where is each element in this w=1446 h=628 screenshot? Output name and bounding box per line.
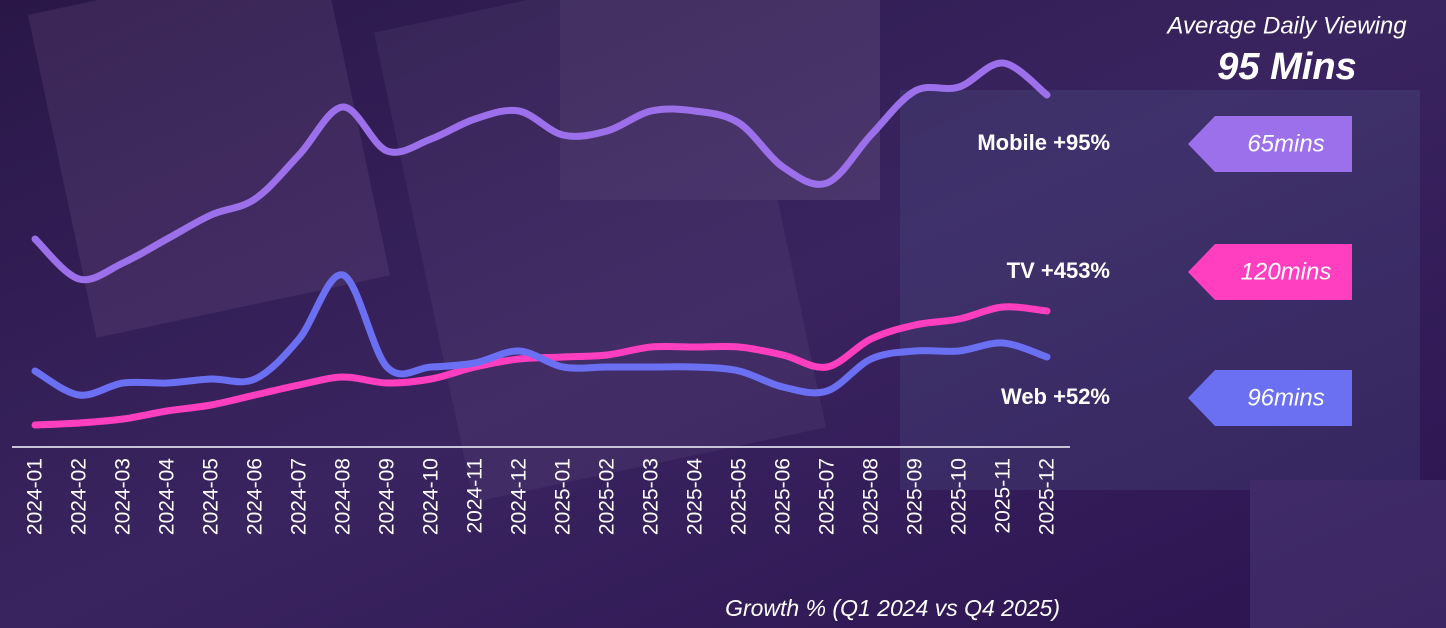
series-line: [31, 271, 1051, 399]
x-tick-label: 2024-05: [200, 458, 223, 535]
chart-subtitle: 95 Mins: [1217, 46, 1356, 88]
badge-label: 96mins: [1247, 384, 1324, 411]
x-tick-label: 2024-11: [464, 458, 487, 534]
legend-label: TV +453%: [1007, 258, 1110, 283]
x-tick-label: 2025-03: [640, 458, 663, 535]
x-tick-label: 2024-02: [68, 458, 91, 535]
chart-title: Average Daily Viewing: [1165, 12, 1407, 39]
series-line: [31, 59, 1051, 284]
legend-badge: [1188, 116, 1352, 172]
x-tick-label: 2024-12: [508, 458, 531, 535]
x-tick-label: 2025-12: [1036, 458, 1059, 535]
x-tick-label: 2025-09: [904, 458, 927, 535]
x-tick-label: 2025-10: [948, 458, 971, 535]
legend-label: Web +52%: [1001, 384, 1110, 409]
badge-label: 65mins: [1247, 130, 1324, 157]
x-tick-label: 2025-02: [596, 458, 619, 535]
x-tick-label: 2024-09: [376, 458, 399, 535]
x-tick-label: 2024-01: [24, 458, 47, 535]
x-tick-label: 2024-06: [244, 458, 267, 535]
legend-badge: [1188, 370, 1352, 426]
x-tick-label: 2024-07: [288, 458, 311, 535]
x-tick-label: 2025-06: [772, 458, 795, 535]
x-tick-label: 2025-11: [992, 458, 1015, 534]
x-tick-label: 2025-04: [684, 458, 707, 535]
x-tick-label: 2024-10: [420, 458, 443, 535]
badge-label: 120mins: [1241, 258, 1332, 285]
x-tick-label: 2025-08: [860, 458, 883, 535]
x-tick-label: 2025-01: [552, 458, 575, 535]
x-axis-label: Growth % (Q1 2024 vs Q4 2025): [725, 595, 1060, 621]
legend-label: Mobile +95%: [977, 130, 1110, 155]
x-tick-label: 2024-04: [156, 458, 179, 535]
legend-badge: [1188, 244, 1352, 300]
x-tick-label: 2025-07: [816, 458, 839, 535]
x-tick-label: 2024-08: [332, 458, 355, 535]
x-tick-label: 2024-03: [112, 458, 135, 535]
x-tick-label: 2025-05: [728, 458, 751, 535]
